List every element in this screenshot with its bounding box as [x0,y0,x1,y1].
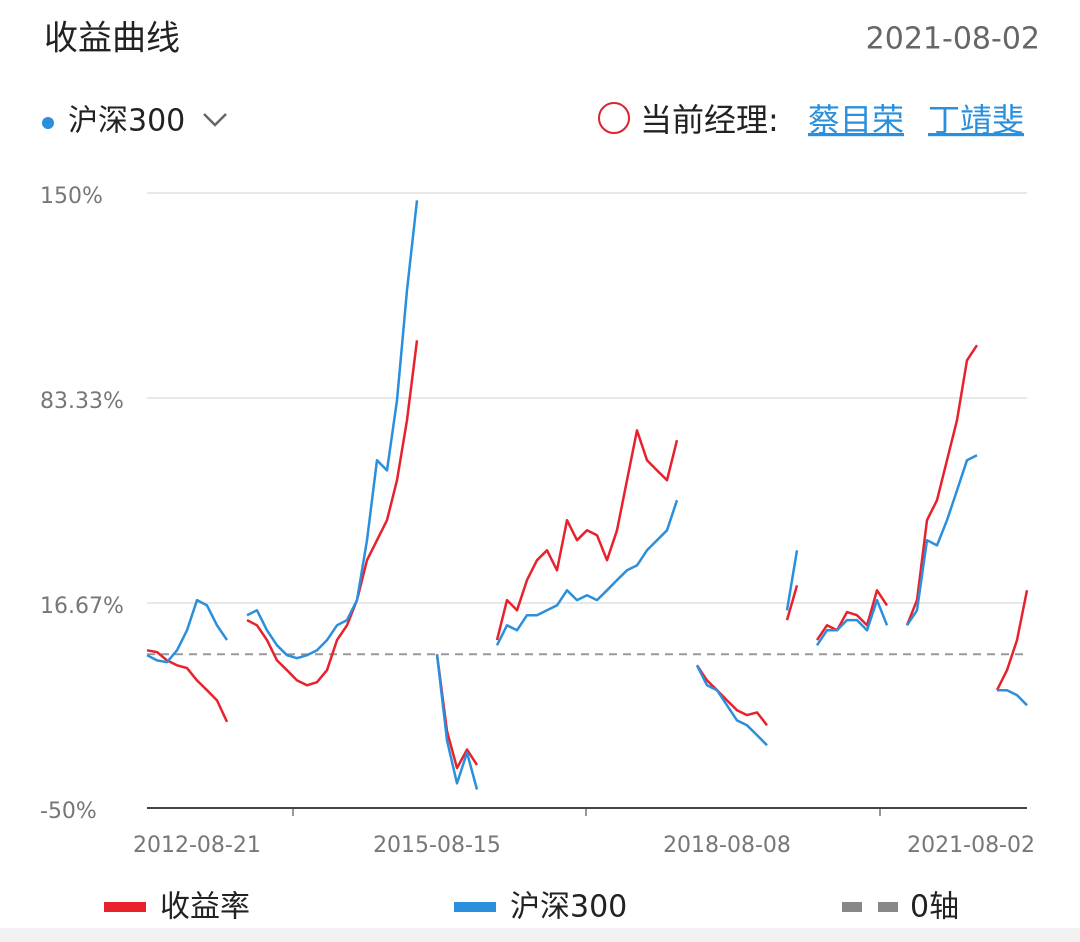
legend-swatch [104,902,146,912]
y-tick-label: 150% [40,184,103,209]
legend-swatch [454,902,496,912]
manager-link[interactable]: 丁靖斐 [928,101,1024,139]
chevron[interactable] [203,113,227,127]
y-tick-label: -50% [40,799,97,824]
selector[interactable]: 沪深300 [68,104,185,139]
manager-label: 当前经理: [640,101,779,139]
manager-link[interactable]: 蔡目荣 [808,101,904,139]
line [146,200,1028,790]
x-tick-label: 2021-08-02 [907,833,1035,858]
legend-swatch [842,902,862,912]
y-tick-label: 83.33% [40,389,124,414]
title: 收益曲线 [44,19,180,59]
legend-label: 沪深300 [510,890,627,925]
y-tick-label: 16.67% [40,594,124,619]
legend-label: 收益率 [160,890,250,925]
line [146,340,1029,770]
x-tick-label: 2012-08-21 [133,833,261,858]
legend-label: 0轴 [910,890,959,925]
legend-swatch [878,902,898,912]
date: 2021-08-02 [866,22,1040,57]
bottom-strip [0,928,1080,942]
x-tick-label: 2018-08-08 [663,833,791,858]
x-tick-label: 2015-08-15 [373,833,501,858]
selector-dot [42,117,54,129]
manager-icon [598,102,630,134]
